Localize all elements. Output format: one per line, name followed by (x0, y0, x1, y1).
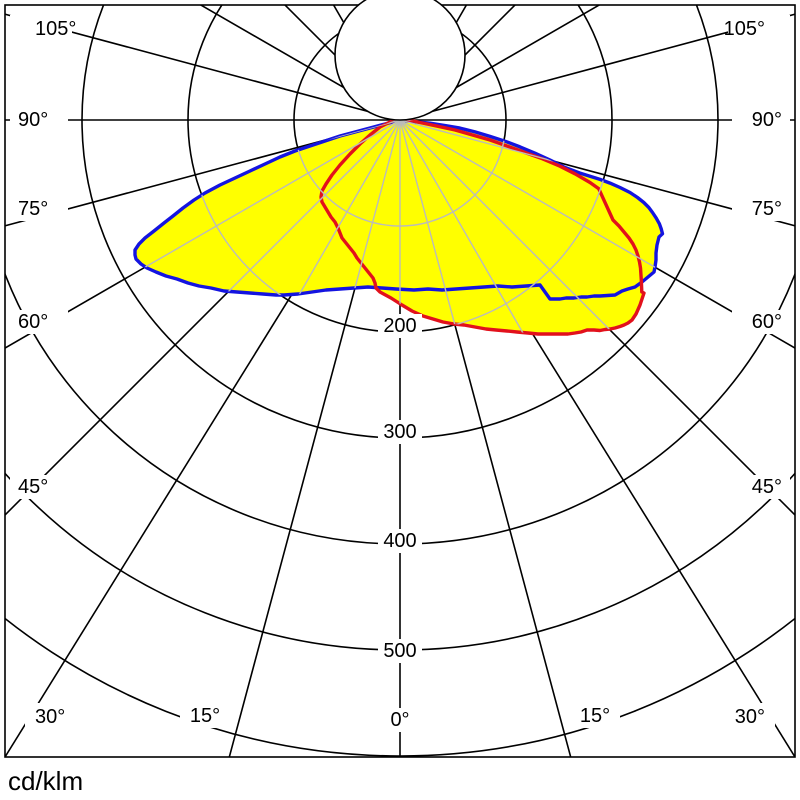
svg-text:105°: 105° (724, 18, 765, 40)
svg-text:0°: 0° (390, 709, 409, 731)
svg-text:500: 500 (383, 640, 416, 662)
svg-text:30°: 30° (735, 706, 765, 728)
svg-text:75°: 75° (752, 198, 782, 220)
svg-text:60°: 60° (752, 311, 782, 333)
svg-text:45°: 45° (752, 476, 782, 498)
svg-text:cd/klm: cd/klm (8, 766, 83, 796)
svg-text:15°: 15° (190, 705, 220, 727)
svg-text:90°: 90° (18, 109, 48, 131)
svg-text:75°: 75° (18, 198, 48, 220)
svg-text:60°: 60° (18, 311, 48, 333)
svg-text:90°: 90° (752, 109, 782, 131)
svg-text:200: 200 (383, 315, 416, 337)
svg-text:30°: 30° (35, 706, 65, 728)
svg-text:400: 400 (383, 530, 416, 552)
svg-text:105°: 105° (35, 18, 76, 40)
svg-text:15°: 15° (580, 705, 610, 727)
svg-text:45°: 45° (18, 476, 48, 498)
svg-text:300: 300 (383, 421, 416, 443)
